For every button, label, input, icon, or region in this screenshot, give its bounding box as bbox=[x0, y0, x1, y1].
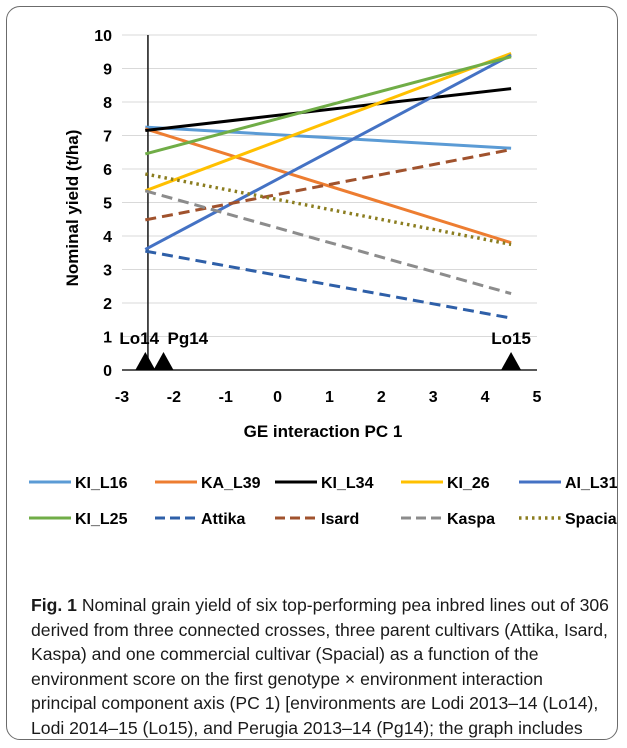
env-marker-label: Lo15 bbox=[491, 329, 531, 348]
figure-caption: Fig. 1 Nominal grain yield of six top-pe… bbox=[31, 593, 611, 739]
series-line-ki-l34 bbox=[145, 87, 512, 132]
figure-label: Fig. 1 bbox=[31, 595, 77, 615]
legend-label: KI_L16 bbox=[75, 475, 128, 492]
legend-label: Spacial bbox=[565, 511, 618, 528]
y-axis-title: Nominal yield (t/ha) bbox=[63, 130, 82, 287]
x-tick-label: 4 bbox=[481, 389, 490, 406]
y-tick-label: 10 bbox=[94, 28, 112, 45]
env-marker-label: Pg14 bbox=[168, 329, 209, 348]
x-tick-label: -2 bbox=[167, 389, 181, 406]
y-tick-label: 1 bbox=[103, 330, 112, 347]
x-tick-label: 2 bbox=[377, 389, 386, 406]
series-line-ai-l31 bbox=[144, 53, 512, 251]
x-tick-label: 1 bbox=[325, 389, 334, 406]
y-tick-label: 2 bbox=[103, 296, 112, 313]
series-line-ka-l39 bbox=[144, 127, 512, 245]
y-tick-label: 8 bbox=[103, 95, 112, 112]
series-line-kaspa bbox=[144, 189, 512, 296]
environment-markers: Lo14 Pg14 Lo15 bbox=[119, 329, 531, 370]
y-tick-label: 4 bbox=[103, 229, 112, 246]
series-line-ki-26 bbox=[144, 51, 512, 193]
series-line-isard bbox=[145, 148, 512, 222]
figure-frame: Lo14 Pg14 Lo15 0 1 2 3 4 5 6 7 8 9 10 -3 -2 -1 0 1 2 3 4 5 No… bbox=[6, 6, 618, 740]
axes bbox=[122, 35, 537, 371]
legend-label: KI_L34 bbox=[321, 475, 374, 492]
env-marker-triangle bbox=[135, 352, 156, 370]
y-tick-label: 0 bbox=[103, 363, 112, 380]
legend-label: KI_26 bbox=[447, 475, 490, 492]
y-tick-label: 3 bbox=[103, 263, 112, 280]
x-tick-label: 0 bbox=[273, 389, 282, 406]
legend-label: AI_L31 bbox=[565, 475, 618, 492]
x-tick-label: 5 bbox=[533, 389, 542, 406]
legend-label: KI_L25 bbox=[75, 511, 128, 528]
y-tick-label: 9 bbox=[103, 62, 112, 79]
legend-label: Attika bbox=[201, 511, 246, 528]
legend: KI_L16 KA_L39 KI_L34 KI_26 AI_L31 KI_L25 Attik… bbox=[29, 475, 618, 528]
series-line-ki-l25 bbox=[144, 55, 512, 156]
env-marker-label: Lo14 bbox=[119, 329, 159, 348]
grid-lines bbox=[122, 34, 537, 337]
legend-label: Kaspa bbox=[447, 511, 495, 528]
legend-label: Isard bbox=[321, 511, 359, 528]
data-series bbox=[144, 51, 512, 320]
series-line-attika bbox=[145, 249, 512, 320]
x-tick-label: -1 bbox=[219, 389, 233, 406]
x-axis-title: GE interaction PC 1 bbox=[244, 422, 403, 441]
env-marker-triangle bbox=[501, 352, 522, 370]
y-tick-label: 7 bbox=[103, 129, 112, 146]
tick-labels: 0 1 2 3 4 5 6 7 8 9 10 -3 -2 -1 0 1 2 3 4 5 bbox=[94, 28, 541, 406]
x-tick-label: -3 bbox=[115, 389, 129, 406]
env-marker-triangle bbox=[153, 352, 174, 370]
y-tick-label: 6 bbox=[103, 162, 112, 179]
line-chart: Lo14 Pg14 Lo15 0 1 2 3 4 5 6 7 8 9 10 -3 -2 -1 0 1 2 3 4 5 No… bbox=[29, 28, 618, 528]
series-line-ki-l16 bbox=[145, 125, 512, 150]
x-tick-label: 3 bbox=[429, 389, 438, 406]
caption-text: Nominal grain yield of six top-performin… bbox=[31, 595, 609, 738]
legend-label: KA_L39 bbox=[201, 475, 261, 492]
y-tick-label: 5 bbox=[103, 196, 112, 213]
